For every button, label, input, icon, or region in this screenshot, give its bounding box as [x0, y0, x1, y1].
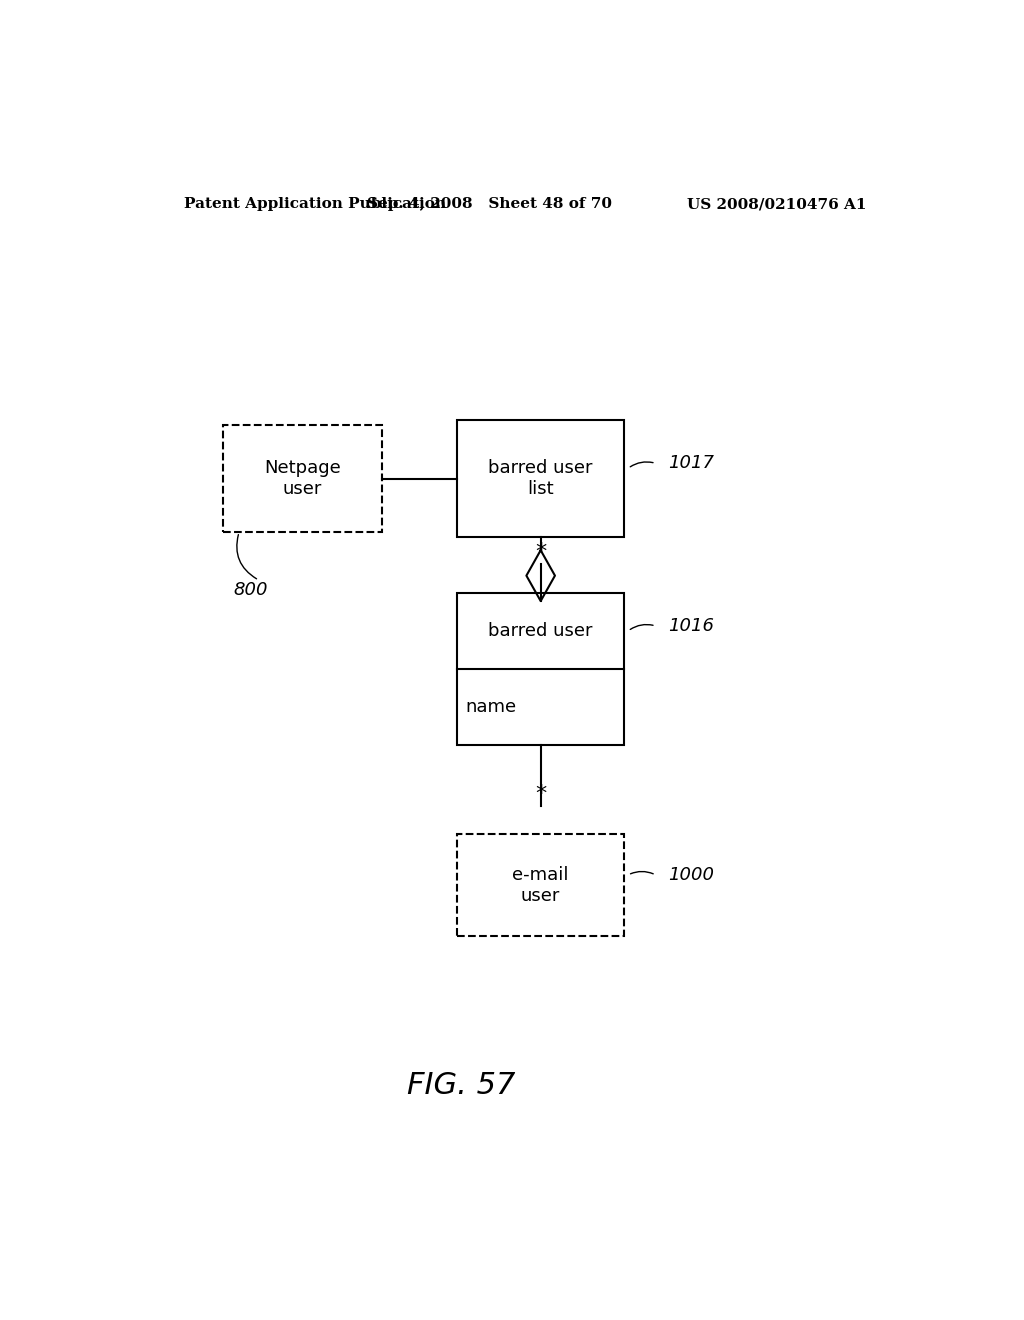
Text: US 2008/0210476 A1: US 2008/0210476 A1 — [686, 197, 866, 211]
Bar — [223, 425, 382, 532]
Text: Sep. 4, 2008   Sheet 48 of 70: Sep. 4, 2008 Sheet 48 of 70 — [367, 197, 611, 211]
Bar — [458, 593, 624, 746]
Text: e-mail
user: e-mail user — [512, 866, 569, 904]
Text: 800: 800 — [233, 581, 268, 599]
Text: *: * — [536, 543, 546, 562]
Text: 1017: 1017 — [668, 454, 714, 473]
Text: barred user: barred user — [488, 622, 593, 640]
Text: name: name — [465, 698, 516, 717]
Text: 1000: 1000 — [668, 866, 714, 884]
Text: Patent Application Publication: Patent Application Publication — [183, 197, 445, 211]
Text: Netpage
user: Netpage user — [264, 459, 341, 498]
Text: *: * — [536, 784, 546, 804]
Text: 1016: 1016 — [668, 616, 714, 635]
Bar — [458, 834, 624, 936]
Text: FIG. 57: FIG. 57 — [408, 1071, 515, 1100]
Text: barred user
list: barred user list — [488, 459, 593, 498]
Bar — [458, 420, 624, 537]
